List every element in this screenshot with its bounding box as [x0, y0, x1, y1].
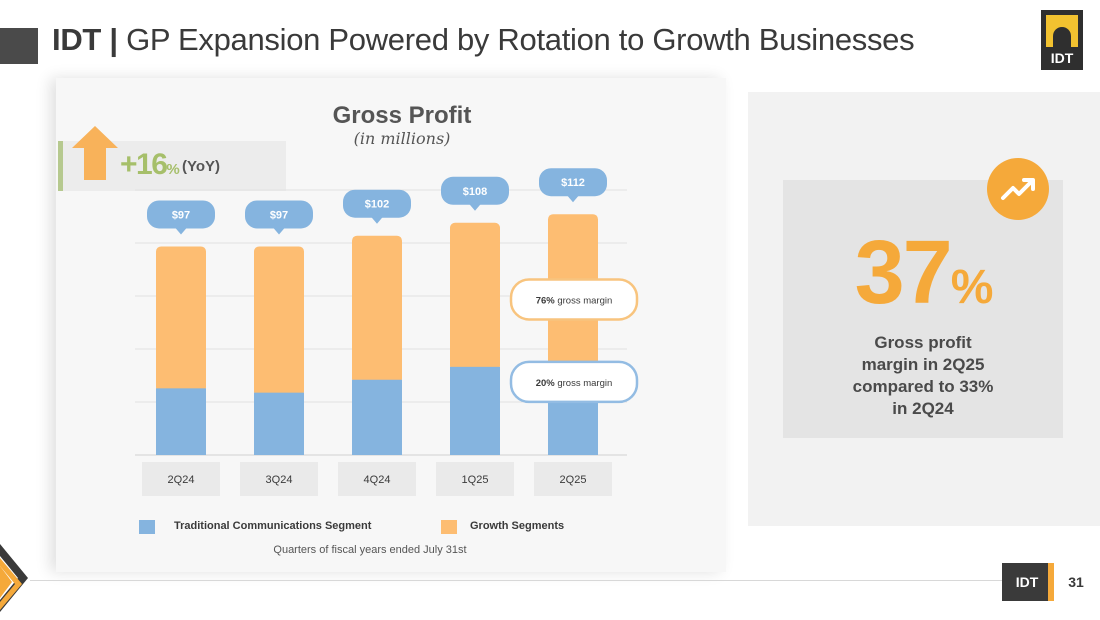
- title-text: GP Expansion Powered by Rotation to Grow…: [126, 22, 915, 57]
- bar-growth: [156, 246, 206, 393]
- footer-badge-accent: [1048, 563, 1054, 601]
- total-label-pointer: [469, 203, 481, 211]
- total-label-bubble: [245, 200, 313, 229]
- gross-margin-callout: [509, 360, 639, 404]
- bar-growth: [254, 246, 304, 397]
- bar-growth: [352, 235, 402, 384]
- category-label: 2Q25: [560, 474, 587, 486]
- total-label: $97: [270, 209, 288, 221]
- total-label: $102: [365, 199, 389, 211]
- total-label-pointer: [175, 227, 187, 235]
- yoy-unit: %: [166, 161, 180, 178]
- legend-swatch-traditional: [139, 520, 155, 534]
- total-label-pointer: [371, 216, 383, 224]
- footer-badge: IDT: [1002, 563, 1052, 601]
- yoy-label: (YoY): [182, 158, 221, 175]
- footer-divider: [30, 580, 1005, 581]
- idt-logo: IDT: [1041, 10, 1083, 70]
- gross-margin-label: 76% gross margin: [536, 295, 613, 306]
- highlight-line: Gross profit: [874, 333, 972, 352]
- category-label: 2Q24: [168, 474, 195, 486]
- trend-up-icon: [987, 158, 1049, 220]
- category-label: 1Q25: [462, 474, 489, 486]
- highlight-unit: %: [950, 261, 994, 314]
- page-number: 31: [1068, 574, 1084, 590]
- legend-swatch-growth: [441, 520, 457, 534]
- gross-margin-callout: [509, 278, 639, 321]
- chart-title: Gross Profit: [332, 102, 472, 129]
- total-label: $97: [172, 209, 190, 221]
- bar-growth: [450, 222, 500, 371]
- yoy-value: +16%: [120, 148, 180, 182]
- title-brand: IDT: [52, 22, 102, 57]
- total-label: $108: [463, 186, 487, 198]
- chart-footnote: Quarters of fiscal years ended July 31st: [273, 544, 467, 556]
- bar-traditional: [254, 392, 304, 455]
- arrow-up-icon: [72, 126, 118, 180]
- corner-chevron-decoration: [0, 544, 28, 612]
- category-box: [436, 462, 514, 496]
- yoy-accent-line: [58, 141, 63, 191]
- category-box: [142, 462, 220, 496]
- title-accent-bar: [0, 28, 38, 64]
- highlight-number: 37: [854, 223, 953, 323]
- highlight-card: [783, 180, 1063, 438]
- title-separator: |: [109, 22, 118, 57]
- total-label-bubble: [441, 176, 509, 205]
- highlight-line: compared to 33%: [852, 377, 994, 396]
- category-box: [240, 462, 318, 496]
- highlight-line: margin in 2Q25: [861, 355, 985, 374]
- logo-sun-cut: [1053, 27, 1071, 47]
- gross-margin-label: 20% gross margin: [536, 378, 613, 389]
- category-box: [338, 462, 416, 496]
- chart-subtitle: (in millions): [353, 129, 451, 148]
- category-label: 4Q24: [364, 474, 391, 486]
- total-label-pointer: [567, 195, 579, 203]
- category-box: [534, 462, 612, 496]
- highlight-description: Gross profit margin in 2Q25 compared to …: [783, 332, 1063, 420]
- total-label-bubble: [343, 189, 411, 218]
- bar-traditional: [352, 379, 402, 455]
- logo-text: IDT: [1050, 50, 1074, 66]
- bar-traditional: [156, 388, 206, 455]
- highlight-line: in 2Q24: [892, 399, 954, 418]
- total-label: $112: [561, 177, 585, 189]
- category-label: 3Q24: [266, 474, 293, 486]
- total-label-bubble: [539, 168, 607, 197]
- yoy-number: +16: [120, 148, 168, 181]
- page-title: IDT | GP Expansion Powered by Rotation t…: [52, 22, 915, 58]
- highlight-value: 37%: [783, 222, 1063, 325]
- total-label-bubble: [147, 200, 215, 229]
- legend-label-growth: Growth Segments: [470, 520, 565, 532]
- bar-traditional: [450, 366, 500, 455]
- legend-label-traditional: Traditional Communications Segment: [174, 520, 372, 532]
- total-label-pointer: [273, 227, 285, 235]
